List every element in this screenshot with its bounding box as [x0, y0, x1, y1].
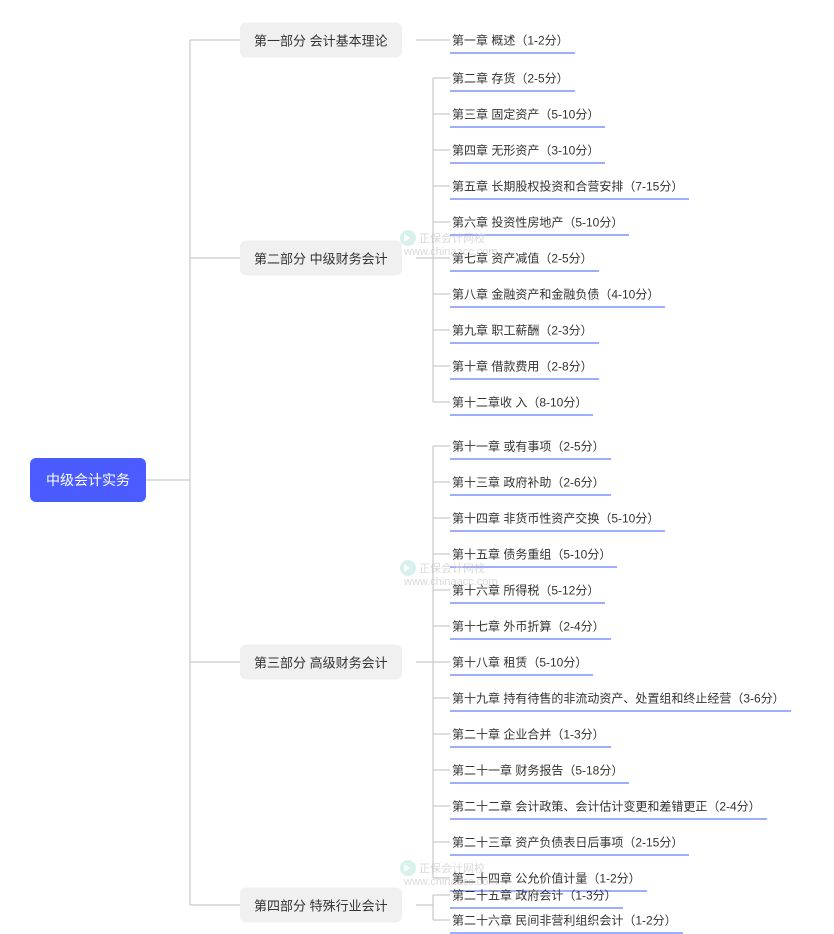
- watermark-icon: [400, 560, 416, 576]
- leaf-node[interactable]: 第九章 职工薪酬（2-3分）: [450, 318, 599, 343]
- branch-node[interactable]: 第四部分 特殊行业会计: [240, 888, 402, 923]
- leaf-node[interactable]: 第十一章 或有事项（2-5分）: [450, 434, 611, 459]
- leaf-node[interactable]: 第五章 长期股权投资和合营安排（7-15分）: [450, 174, 689, 199]
- leaf-node[interactable]: 第二章 存货（2-5分）: [450, 66, 575, 91]
- leaf-node[interactable]: 第十七章 外币折算（2-4分）: [450, 614, 611, 639]
- leaf-node[interactable]: 第二十五章 政府会计（1-3分）: [450, 883, 623, 908]
- leaf-node[interactable]: 第八章 金融资产和金融负债（4-10分）: [450, 282, 665, 307]
- leaf-node[interactable]: 第二十三章 资产负债表日后事项（2-15分）: [450, 830, 689, 855]
- leaf-node[interactable]: 第十二章收 入（8-10分）: [450, 390, 593, 415]
- leaf-node[interactable]: 第二十六章 民间非营利组织会计（1-2分）: [450, 908, 683, 933]
- leaf-node[interactable]: 第十九章 持有待售的非流动资产、处置组和终止经营（3-6分）: [450, 686, 791, 711]
- leaf-node[interactable]: 第十六章 所得税（5-12分）: [450, 578, 605, 603]
- leaf-node[interactable]: 第一章 概述（1-2分）: [450, 28, 575, 53]
- branch-node[interactable]: 第一部分 会计基本理论: [240, 23, 402, 58]
- leaf-node[interactable]: 第二十二章 会计政策、会计估计变更和差错更正（2-4分）: [450, 794, 767, 819]
- watermark-icon: [400, 230, 416, 246]
- leaf-node[interactable]: 第四章 无形资产（3-10分）: [450, 138, 605, 163]
- leaf-node[interactable]: 第十五章 债务重组（5-10分）: [450, 542, 617, 567]
- root-node[interactable]: 中级会计实务: [30, 458, 146, 502]
- watermark-icon: [400, 860, 416, 876]
- leaf-node[interactable]: 第十四章 非货币性资产交换（5-10分）: [450, 506, 665, 531]
- leaf-node[interactable]: 第十三章 政府补助（2-6分）: [450, 470, 611, 495]
- leaf-node[interactable]: 第二十一章 财务报告（5-18分）: [450, 758, 629, 783]
- leaf-node[interactable]: 第二十章 企业合并（1-3分）: [450, 722, 611, 747]
- leaf-node[interactable]: 第七章 资产减值（2-5分）: [450, 246, 599, 271]
- branch-node[interactable]: 第二部分 中级财务会计: [240, 241, 402, 276]
- leaf-node[interactable]: 第十八章 租赁（5-10分）: [450, 650, 593, 675]
- leaf-node[interactable]: 第十章 借款费用（2-8分）: [450, 354, 599, 379]
- branch-node[interactable]: 第三部分 高级财务会计: [240, 645, 402, 680]
- leaf-node[interactable]: 第六章 投资性房地产（5-10分）: [450, 210, 629, 235]
- leaf-node[interactable]: 第三章 固定资产（5-10分）: [450, 102, 605, 127]
